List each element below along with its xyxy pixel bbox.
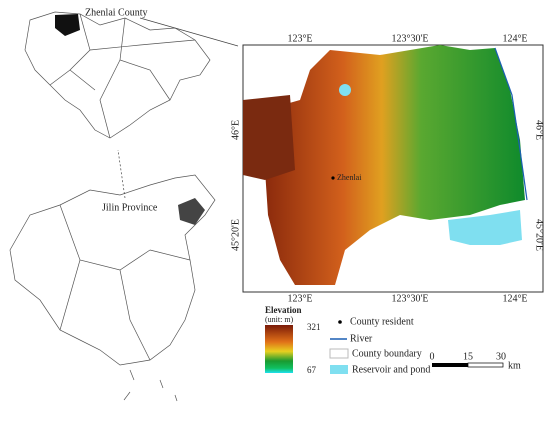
jilin-highlight	[178, 198, 205, 225]
legend-symbol	[338, 320, 342, 324]
scale-bar	[432, 363, 468, 367]
lon-label: 123°E	[287, 293, 312, 304]
lat-label: 46°E	[230, 120, 241, 140]
lon-label: 123°30'E	[392, 33, 429, 44]
legend-item: River	[350, 333, 373, 344]
elevation-raster	[265, 45, 525, 285]
legend-item: County boundary	[352, 348, 422, 359]
elevation-max: 321	[307, 322, 321, 332]
legend-symbol	[329, 348, 349, 359]
scale-label: 15	[463, 351, 473, 362]
lon-label: 124°E	[502, 33, 527, 44]
county-label: Zhenlai County	[85, 7, 148, 18]
elevation-bar	[265, 325, 293, 373]
legend-symbol	[330, 365, 348, 374]
town-label: Zhenlai	[337, 173, 362, 182]
lat-label: 45°20'E	[534, 219, 545, 251]
jilin-map	[24, 11, 211, 139]
scale-label: 30	[496, 351, 506, 362]
scale-unit: km	[508, 360, 521, 371]
lat-label: 46°E	[534, 120, 545, 140]
lon-label: 124°E	[502, 293, 527, 304]
legend-item: Reservoir and pond	[352, 364, 430, 375]
province-label: Jilin Province	[102, 202, 158, 213]
elevation-min: 67	[307, 365, 317, 375]
legend-unit: (unit: m)	[265, 315, 294, 324]
scale-bar	[467, 362, 504, 368]
river	[494, 47, 528, 201]
pointer-line	[139, 17, 239, 47]
china-map	[9, 174, 216, 402]
lat-label: 45°20'E	[230, 219, 241, 251]
elevation-raster	[243, 95, 295, 180]
pointer-line	[117, 149, 126, 199]
lon-label: 123°30'E	[392, 293, 429, 304]
scale-label: 0	[430, 351, 435, 362]
reservoir	[339, 84, 351, 96]
zhenlai-highlight	[55, 14, 80, 36]
reservoir	[448, 210, 522, 245]
legend-title: Elevation	[265, 305, 302, 315]
town-point	[331, 176, 335, 180]
legend-item: County resident	[350, 316, 414, 327]
lon-label: 123°E	[287, 33, 312, 44]
